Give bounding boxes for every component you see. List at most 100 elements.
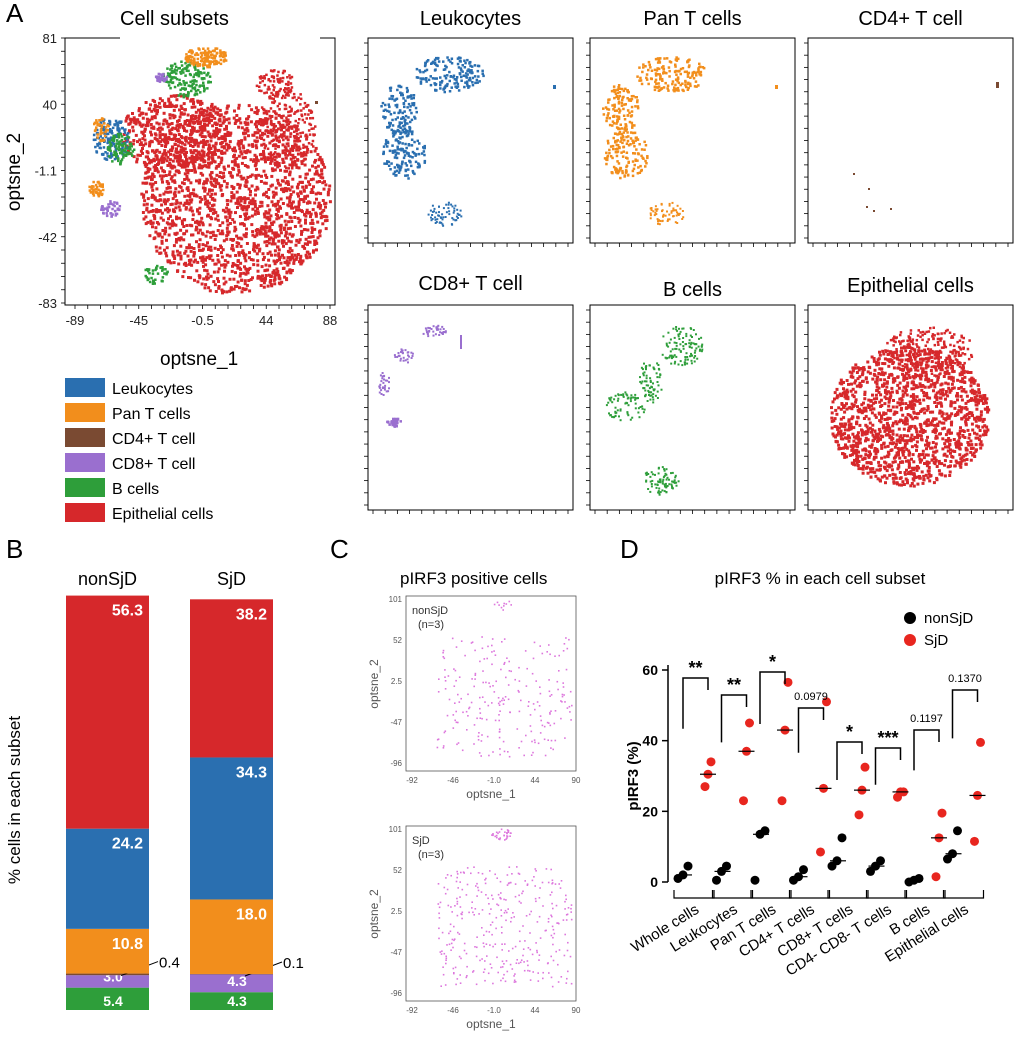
subplot-title-epithelial: Epithelial cells	[847, 275, 974, 297]
sjd-point	[739, 796, 748, 805]
pirf3-points	[438, 829, 573, 988]
panel-label-b: B	[6, 534, 23, 564]
bar-segment-cd4	[66, 974, 149, 976]
nonsjd-point	[684, 862, 693, 871]
legend-swatch-epithelial	[65, 503, 105, 522]
legend-swatch-pan_t	[65, 403, 105, 422]
significance-label: **	[688, 658, 702, 678]
subplot-title-pan_t: Pan T cells	[643, 8, 741, 30]
subplot-xticks	[373, 243, 568, 247]
x-tick-label: 88	[323, 313, 337, 328]
pirf3-xlabel: optsne_1	[466, 1017, 516, 1031]
significance-bracket	[953, 690, 978, 738]
pirf3-x-tick: 44	[531, 776, 540, 785]
significance-bracket	[683, 678, 708, 729]
cluster	[423, 325, 447, 337]
legend-swatch-leukocytes	[65, 378, 105, 397]
subplot-cd4: CD4+ T cell	[804, 8, 1013, 247]
pirf3-x-tick: -92	[406, 1006, 418, 1015]
bar-label-leukocytes: 34.3	[236, 764, 267, 781]
category-bracket	[713, 890, 753, 898]
cluster	[378, 372, 390, 396]
x-tick-label: -89	[66, 313, 85, 328]
tsne-main-frame	[65, 38, 335, 305]
pirf3-y-tick: 52	[393, 636, 402, 645]
pirf3-group-label: nonSjD	[412, 605, 448, 617]
b-cell-cluster	[162, 61, 212, 99]
nonsjd-point	[712, 876, 721, 885]
dot-legend-label-nonSjD: nonSjD	[924, 610, 973, 627]
dot-ylabel: pIRF3 (%)	[625, 741, 642, 810]
cd4-point	[853, 173, 855, 175]
x-tick-label: -0.5	[191, 313, 213, 328]
epithelial-cluster-top	[256, 69, 294, 100]
subplot-title-cd4: CD4+ T cell	[858, 8, 962, 30]
subplot-xticks	[595, 243, 790, 247]
pirf3-ylabel: optsne_2	[367, 659, 381, 709]
tsne-main-points	[88, 47, 332, 294]
pirf3-x-tick: 44	[531, 1006, 540, 1015]
significance-bracket	[799, 708, 824, 753]
cluster	[394, 348, 414, 363]
sjd-point	[816, 847, 825, 856]
b-cell-cluster-low	[145, 265, 169, 285]
y-tick-label: -83	[38, 296, 57, 311]
category-bracket	[944, 890, 984, 898]
significance-label: *	[846, 722, 853, 742]
dot-y-tick: 20	[642, 803, 658, 819]
pirf3-y-tick: -96	[390, 989, 402, 998]
significance-label: 0.0979	[794, 691, 828, 703]
subplot-title-cd8: CD8+ T cell	[418, 273, 522, 295]
pirf3-n-label: (n=3)	[418, 849, 444, 861]
pirf3-points	[437, 601, 573, 758]
legend-swatch-b	[65, 478, 105, 497]
tsne-main-xticks: -89 -45 -0.5 44 88	[66, 305, 338, 328]
significance-label: *	[769, 652, 776, 672]
pirf3-top-cluster	[494, 601, 512, 611]
panel-label-d: D	[620, 534, 639, 564]
panel-label-c: C	[330, 534, 349, 564]
pirf3-y-tick: -47	[390, 948, 402, 957]
pirf3-y-tick: -47	[390, 718, 402, 727]
tsne-main-xlabel: optsne_1	[160, 349, 238, 370]
sjd-point	[745, 719, 754, 728]
x-tick-label: -45	[129, 313, 148, 328]
cluster	[830, 345, 990, 487]
pirf3-y-tick: 2.5	[391, 907, 403, 916]
panel-label-a: A	[6, 0, 24, 28]
sjd-point	[861, 763, 870, 772]
cluster	[639, 362, 663, 403]
x-tick-label: 44	[259, 313, 273, 328]
pirf3-y-tick: 2.5	[391, 677, 403, 686]
dot-legend-marker-SjD	[904, 634, 916, 646]
subplot-yticks	[364, 43, 368, 238]
cd4-point	[996, 82, 999, 88]
bar-label-cd4: 0.4	[159, 955, 180, 972]
bar-label-b: 4.3	[227, 993, 247, 1009]
cluster	[636, 56, 705, 92]
cd4-point	[866, 206, 868, 208]
cluster	[428, 202, 463, 227]
dot-y-tick: 60	[642, 662, 658, 678]
sjd-point	[701, 782, 710, 791]
category-bracket	[905, 890, 945, 898]
sjd-point	[855, 810, 864, 819]
dot-y-tick: 0	[650, 874, 658, 890]
tsne-main-frame-gap	[120, 30, 320, 42]
epithelial-cluster-right	[255, 89, 316, 170]
pirf3-x-tick: -46	[447, 776, 459, 785]
pirf3-xlabel: optsne_1	[466, 787, 516, 801]
pirf3-x-tick: -46	[447, 1006, 459, 1015]
bar-ylabel: % cells in each subset	[5, 716, 24, 884]
subplot-xticks	[813, 510, 1008, 514]
cluster	[416, 56, 485, 93]
stacked-bar-chart: nonSjD5.43.00.410.824.256.3SjD4.34.30.11…	[66, 569, 304, 1010]
subplot-yticks	[364, 310, 368, 505]
nonsjd-point	[915, 874, 924, 883]
